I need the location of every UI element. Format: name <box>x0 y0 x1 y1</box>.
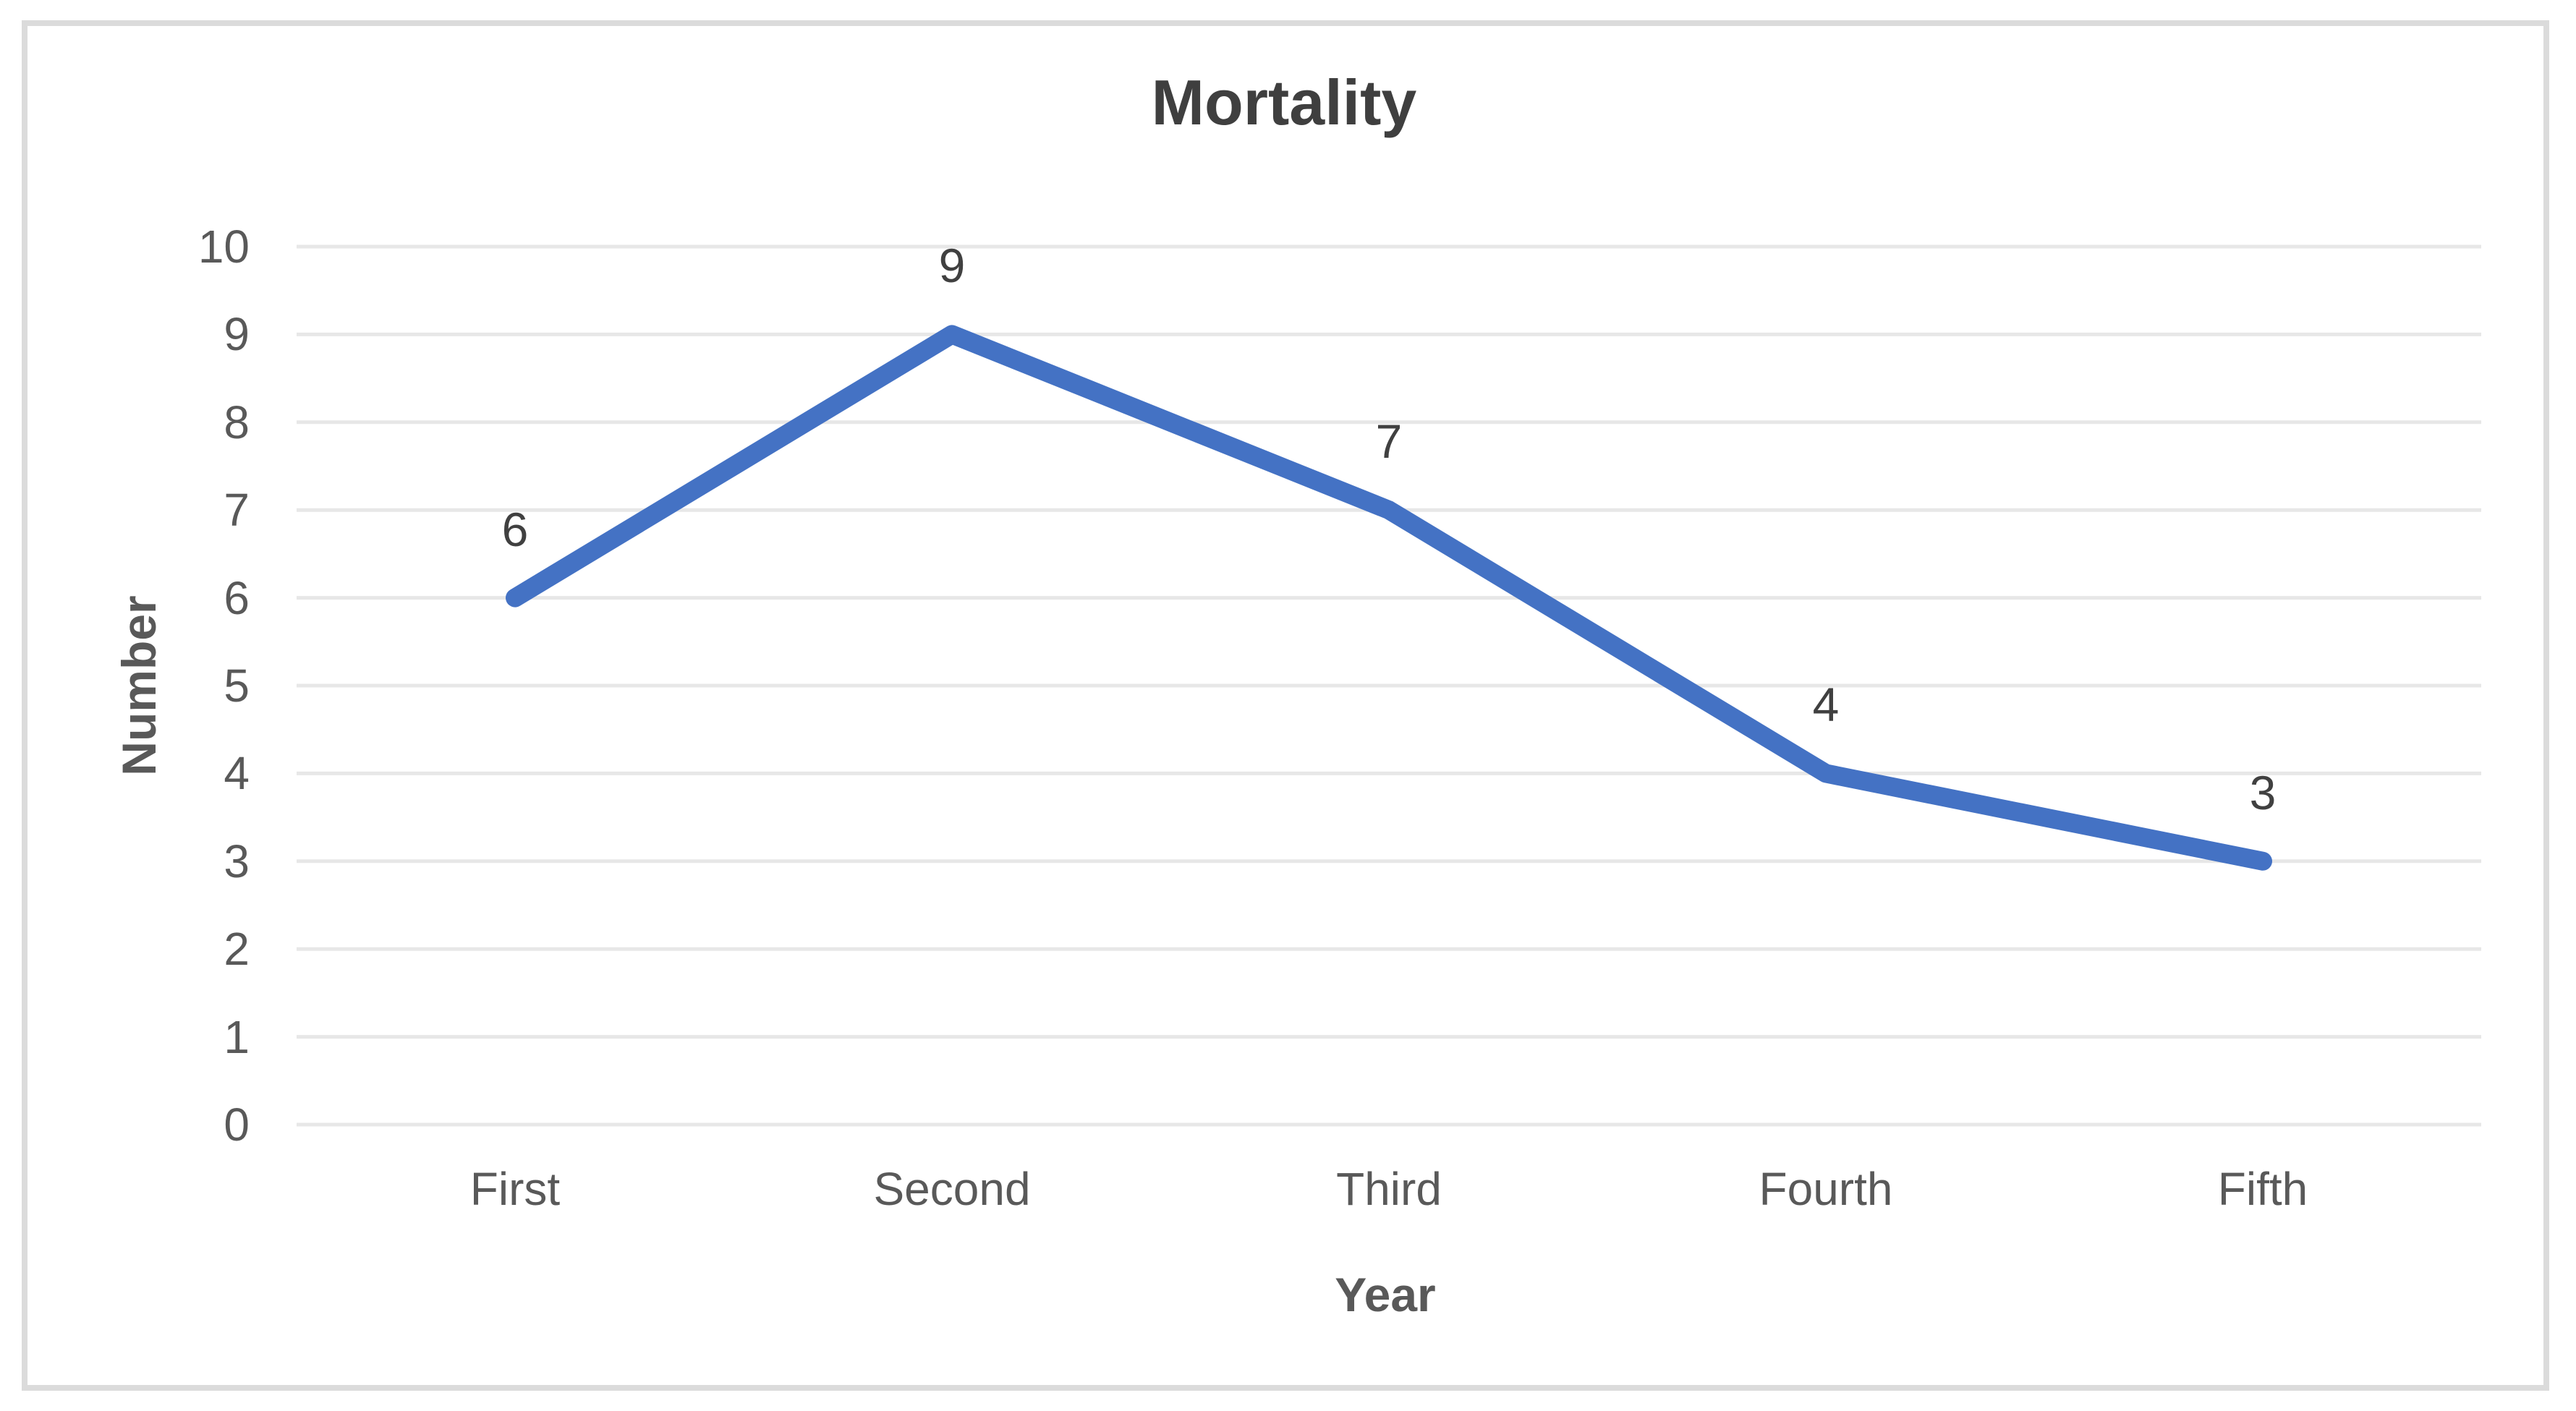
chart-border-frame <box>22 20 2549 1391</box>
y-tick-label-1: 1 <box>224 1010 250 1063</box>
y-tick-label-5: 5 <box>224 660 250 712</box>
category-label-fourth: Fourth <box>1759 1163 1893 1215</box>
chart-title: Mortality <box>1151 67 1417 138</box>
category-label-fifth: Fifth <box>2217 1163 2308 1215</box>
series-line-mortality <box>506 325 2272 871</box>
y-tick-label-9: 9 <box>224 308 250 361</box>
data-label-first: 6 <box>501 502 529 556</box>
category-label-second: Second <box>873 1163 1031 1215</box>
y-tick-label-7: 7 <box>224 484 250 537</box>
data-label-fifth: 3 <box>2249 765 2277 819</box>
y-tick-label-10: 10 <box>197 221 250 273</box>
data-label-fourth: 4 <box>1812 678 1840 732</box>
category-label-third: Third <box>1336 1163 1442 1215</box>
data-label-third: 7 <box>1375 414 1403 469</box>
category-label-first: First <box>469 1163 561 1215</box>
y-tick-label-8: 8 <box>224 396 250 448</box>
y-tick-label-0: 0 <box>224 1099 250 1151</box>
y-axis-title: Number <box>112 595 166 776</box>
x-axis-title: Year <box>1335 1268 1436 1321</box>
y-tick-label-3: 3 <box>224 835 250 887</box>
data-label-second: 9 <box>938 239 966 293</box>
y-tick-label-4: 4 <box>224 747 250 800</box>
y-tick-label-6: 6 <box>224 571 250 624</box>
y-tick-label-2: 2 <box>224 923 250 976</box>
